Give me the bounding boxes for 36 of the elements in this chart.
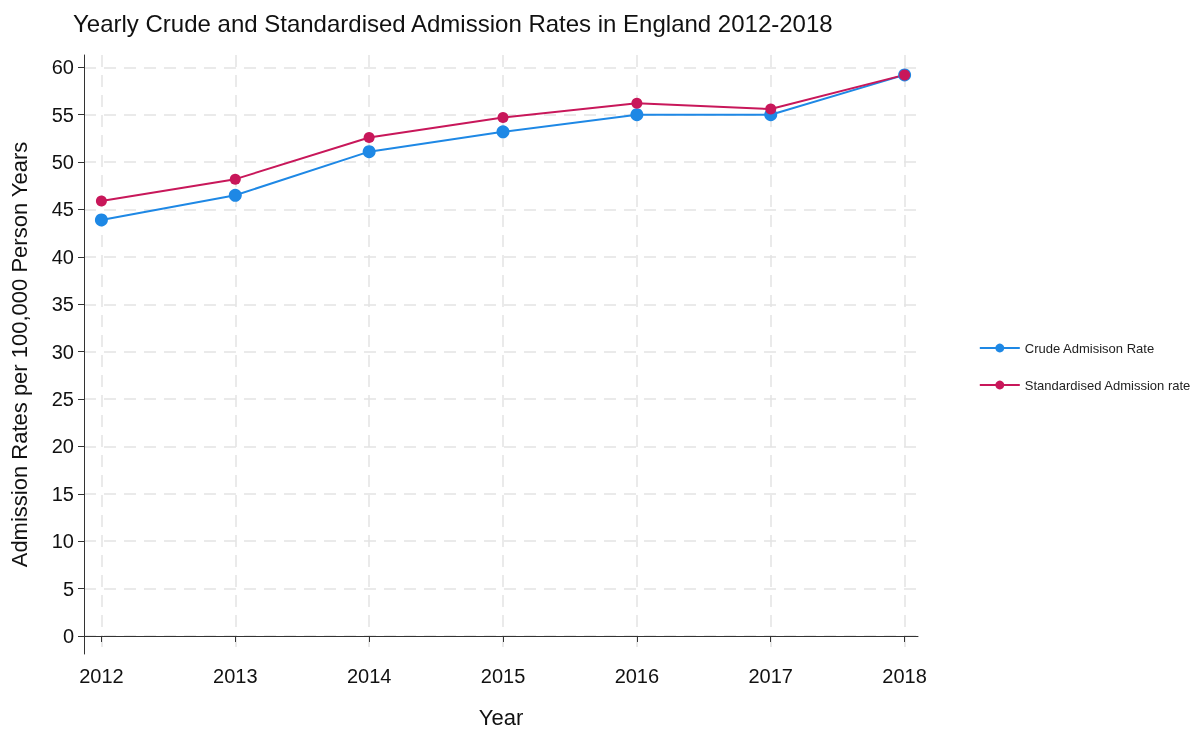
point [228,188,242,202]
legend-label: Standardised Admission rate [1024,377,1191,393]
y-tick-label: 45 [51,198,74,221]
point [630,108,644,122]
y-tick-label: 55 [51,103,74,126]
y-tick-label: 30 [51,340,74,363]
y-tick-label: 0 [62,624,74,647]
point [95,195,107,207]
x-tick-label: 2013 [213,665,258,687]
x-tick-label: 2015 [480,665,526,687]
point [362,145,376,159]
y-tick-label: 50 [51,151,74,174]
y-tick-label: 10 [51,530,74,553]
point [94,213,108,227]
x-tick-label: 2012 [79,665,124,687]
y-axis-title: Admission Rates per 100,000 Person Years [6,141,32,568]
point [496,125,510,139]
point [631,97,643,109]
point [363,131,375,143]
point [765,103,777,115]
y-tick-label: 35 [51,293,74,316]
y-tick-label: 40 [51,245,74,268]
x-tick-label: 2018 [882,665,927,687]
y-tick-label: 5 [62,577,74,600]
x-tick-label: 2017 [748,665,793,687]
legend-label: Crude Admisison Rate [1024,340,1155,356]
y-tick-label: 15 [51,482,74,505]
y-tick-label: 25 [51,388,74,411]
point [497,112,509,124]
chart-title: Yearly Crude and Standardised Admission Rates in England 2012-2018 [73,9,833,37]
x-axis-title: Year [478,704,524,730]
point [229,173,241,185]
x-tick-label: 2016 [614,665,660,687]
y-tick-label: 60 [51,56,74,79]
y-tick-label: 20 [51,435,74,458]
x-tick-label: 2014 [346,665,392,687]
